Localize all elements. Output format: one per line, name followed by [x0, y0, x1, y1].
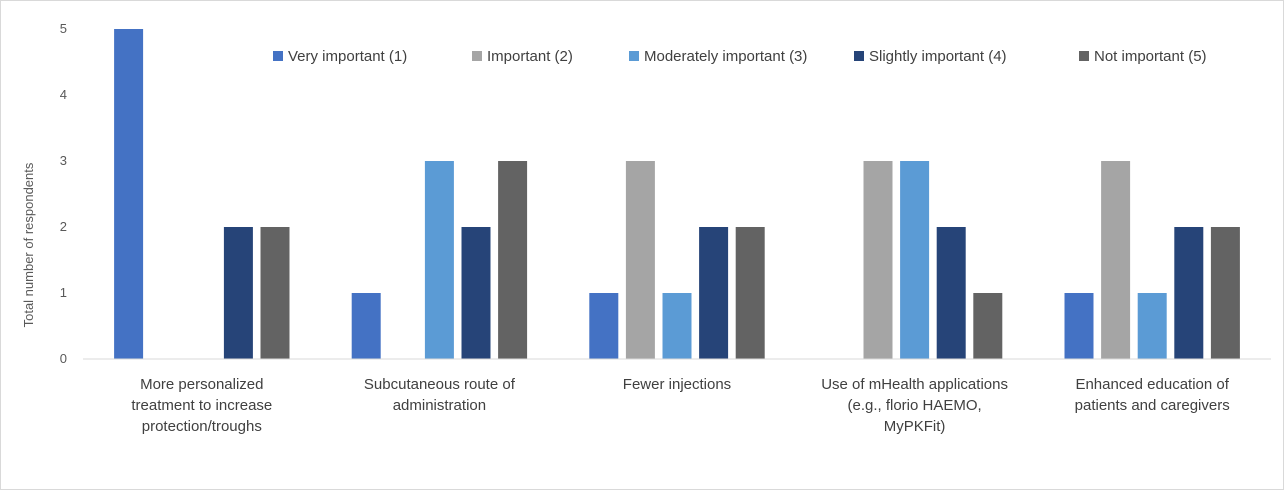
bar-series-4-cat-3 [699, 227, 729, 359]
x-category-label-line: (e.g., florio HAEMO, [847, 397, 981, 414]
x-category-label: Fewer injections [623, 376, 731, 393]
x-category-label-line: MyPKFit) [884, 418, 946, 435]
bar-series-5-cat-4 [973, 293, 1003, 359]
x-category-label: Enhanced education of patients and caregi… [1075, 376, 1230, 414]
x-category-label-line: Subcutaneous route of [364, 376, 516, 393]
x-category-label: Use of mHealth applications (e.g., florio… [821, 376, 1008, 435]
legend-swatch [1079, 51, 1089, 61]
x-category-label-line: administration [393, 397, 486, 414]
legend-label: Very important (1) [288, 48, 407, 65]
x-category-label: More personalized treatment to increase pr… [131, 376, 272, 435]
legend-swatch [629, 51, 639, 61]
x-category-label-line: More personalized [140, 376, 263, 393]
x-category-label-line: patients and caregivers [1075, 397, 1230, 414]
x-category-label-line: treatment to increase [131, 397, 272, 414]
y-tick-label: 0 [60, 351, 67, 366]
bar-series-3-cat-2 [424, 161, 454, 359]
bar-series-2-cat-4 [863, 161, 893, 359]
x-axis: More personalized treatment to increase pr… [131, 376, 1229, 435]
bar-series-4-cat-2 [461, 227, 491, 359]
bar-series-5-cat-2 [498, 161, 528, 359]
bar-series-2-cat-3 [625, 161, 655, 359]
legend-swatch [854, 51, 864, 61]
y-tick-label: 3 [60, 153, 67, 168]
y-axis-title: Total number of respondents [21, 162, 36, 327]
x-category-label-line: Use of mHealth applications [821, 376, 1008, 393]
legend-label: Not important (5) [1094, 48, 1207, 65]
y-tick-label: 2 [60, 219, 67, 234]
bar-series-3-cat-3 [662, 293, 692, 359]
x-category-label-line: Fewer injections [623, 376, 731, 393]
x-category-label-line: protection/troughs [142, 418, 262, 435]
legend: Very important (1) Important (2) Moderatel… [273, 48, 1207, 65]
legend-swatch [472, 51, 482, 61]
bar-series-4-cat-1 [223, 227, 253, 359]
y-axis: 0 1 2 3 4 5 [60, 21, 67, 366]
bars [114, 29, 1240, 359]
bar-series-3-cat-4 [900, 161, 930, 359]
bar-series-1-cat-2 [351, 293, 381, 359]
bar-series-5-cat-5 [1210, 227, 1240, 359]
bar-series-1-cat-1 [114, 29, 144, 359]
bar-series-3-cat-5 [1137, 293, 1167, 359]
bar-series-4-cat-4 [936, 227, 966, 359]
legend-label: Important (2) [487, 48, 573, 65]
y-tick-label: 4 [60, 87, 67, 102]
legend-label: Moderately important (3) [644, 48, 807, 65]
bar-series-5-cat-1 [260, 227, 290, 359]
bar-series-1-cat-5 [1064, 293, 1094, 359]
y-tick-label: 1 [60, 285, 67, 300]
bar-series-2-cat-5 [1101, 161, 1131, 359]
x-category-label: Subcutaneous route of administration [364, 376, 516, 414]
bar-series-4-cat-5 [1174, 227, 1204, 359]
bar-series-1-cat-3 [589, 293, 619, 359]
y-tick-label: 5 [60, 21, 67, 36]
bar-series-5-cat-3 [735, 227, 765, 359]
legend-swatch [273, 51, 283, 61]
x-category-label-line: Enhanced education of [1075, 376, 1229, 393]
legend-label: Slightly important (4) [869, 48, 1007, 65]
